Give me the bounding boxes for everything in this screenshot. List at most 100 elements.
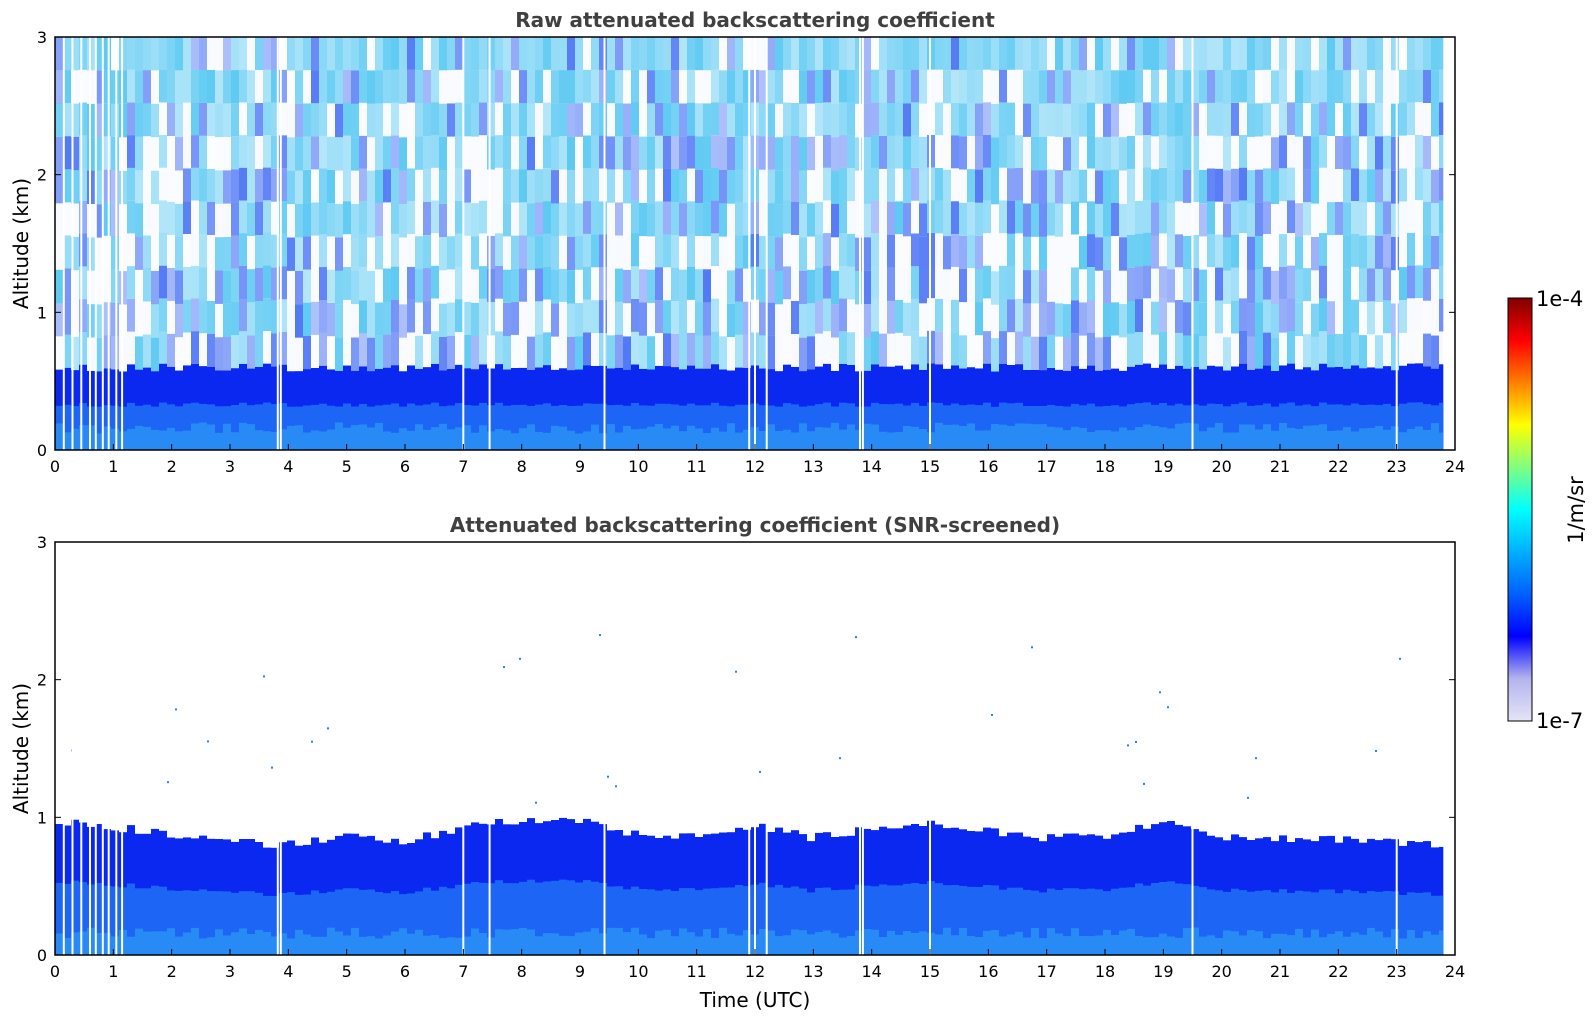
noise-cell <box>743 202 751 236</box>
noise-cell <box>1119 237 1127 271</box>
noise-cell <box>623 103 631 137</box>
noise-cell <box>1103 303 1111 337</box>
layer-column-surface <box>1183 928 1191 955</box>
noise-cell <box>1191 301 1199 334</box>
x-tick-label: 1 <box>108 457 118 476</box>
noise-cell <box>847 37 855 70</box>
layer-column-lower <box>183 403 191 450</box>
noise-cell <box>399 37 407 71</box>
layer-column-lower <box>279 893 287 955</box>
noise-cell <box>1247 236 1255 270</box>
noise-cell <box>487 302 495 336</box>
noise-cell <box>1031 70 1039 104</box>
layer-column-surface <box>911 426 919 450</box>
noise-cell <box>847 233 855 267</box>
noise-cell <box>1279 332 1287 366</box>
layer-column-lower <box>1039 892 1047 955</box>
noise-cell <box>735 202 743 236</box>
layer-column-lower <box>439 886 447 955</box>
noise-cell <box>703 202 711 237</box>
noise-cell <box>455 37 463 70</box>
noise-cell <box>623 269 631 304</box>
noise-cell <box>1407 167 1415 201</box>
noise-cell <box>823 167 831 201</box>
noise-cell <box>767 269 775 303</box>
noise-cell <box>743 268 751 302</box>
layer-column-surface <box>71 428 79 450</box>
noise-cell <box>327 336 335 370</box>
noise-cell <box>591 300 599 334</box>
noise-cell <box>823 265 831 299</box>
noise-cell <box>239 69 247 103</box>
noise-cell <box>495 266 503 299</box>
noise-cell <box>1239 331 1247 364</box>
noise-cell <box>319 135 327 169</box>
noise-cell <box>919 170 927 204</box>
noise-cell <box>1103 136 1111 171</box>
noise-cell <box>167 136 175 169</box>
layer-column-lower <box>815 887 823 955</box>
layer-column-lower <box>1111 888 1119 955</box>
y-axis-label: Altitude (km) <box>9 683 33 814</box>
noise-cell <box>359 300 367 334</box>
layer-column-lower <box>279 403 287 450</box>
noise-cell <box>1207 300 1215 333</box>
noise-cell <box>1279 299 1287 333</box>
layer-column-lower <box>615 886 623 955</box>
noise-cell <box>823 233 831 266</box>
x-tick-label: 24 <box>1445 457 1465 476</box>
noise-cell <box>423 169 431 202</box>
noise-cell <box>1271 337 1279 371</box>
noise-cell <box>583 135 591 169</box>
layer-column-surface <box>287 425 295 450</box>
noise-cell <box>159 331 167 364</box>
layer-column-surface <box>1039 424 1047 450</box>
noise-cell <box>367 103 375 138</box>
noise-cell <box>1327 301 1335 335</box>
layer-column-surface <box>647 938 655 955</box>
layer-column-surface <box>1271 430 1279 450</box>
layer-column-lower <box>295 894 303 955</box>
noise-cell <box>615 268 623 302</box>
layer-column-surface <box>351 425 359 450</box>
noise-cell <box>1295 302 1303 337</box>
noise-cell <box>1103 70 1111 104</box>
noise-cell <box>1295 336 1303 370</box>
noise-cell <box>1143 167 1151 201</box>
noise-cell <box>135 303 143 337</box>
noise-cell <box>943 70 951 104</box>
noise-cell <box>1055 336 1063 370</box>
layer-column-surface <box>79 931 87 955</box>
noise-cell <box>343 168 351 202</box>
layer-column-surface <box>151 931 159 955</box>
layer-column-surface <box>599 433 607 450</box>
noise-cell <box>799 170 807 204</box>
noise-cell <box>775 137 783 171</box>
noise-cell <box>591 333 599 366</box>
noise-cell <box>1343 169 1351 203</box>
noise-cell <box>271 37 279 70</box>
layer-column-lower <box>447 888 455 955</box>
noise-cell <box>959 103 967 137</box>
noise-cell <box>215 37 223 71</box>
noise-cell <box>919 303 927 337</box>
noise-cell <box>487 37 495 71</box>
layer-column-lower <box>1023 889 1031 955</box>
noise-cell <box>1135 102 1143 136</box>
layer-column-surface <box>463 425 471 450</box>
noise-cell <box>599 332 607 366</box>
noise-cell <box>1159 233 1167 267</box>
noise-cell <box>151 304 159 338</box>
layer-column-lower <box>1367 891 1375 955</box>
noise-cell <box>991 137 999 171</box>
noise-cell <box>623 37 631 71</box>
layer-column-lower <box>575 405 583 450</box>
noise-cell <box>511 235 519 269</box>
speckle <box>1247 796 1249 799</box>
noise-cell <box>623 136 631 171</box>
noise-cell <box>391 168 399 202</box>
noise-cell <box>1071 201 1079 235</box>
noise-cell <box>639 136 647 170</box>
noise-cell <box>615 103 623 137</box>
noise-cell <box>1263 69 1271 103</box>
